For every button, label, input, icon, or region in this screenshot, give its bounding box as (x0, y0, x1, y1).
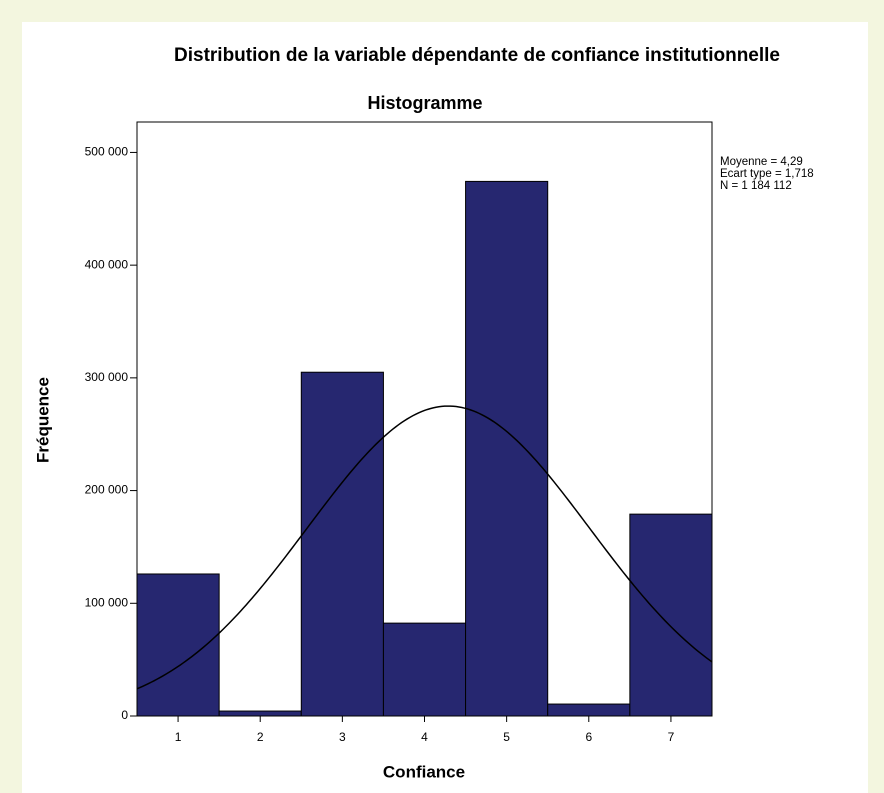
bar (300, 371, 384, 717)
normal-curve (136, 405, 713, 690)
y-tick-label: 100 000 (85, 595, 129, 609)
annotation: N = 1 184 112 (720, 180, 792, 192)
x-tick-label: 6 (585, 730, 592, 744)
y-tick-label: 200 000 (85, 483, 129, 497)
x-tick-label: 2 (257, 730, 264, 744)
bar (465, 180, 549, 717)
y-tick-label: 0 (121, 708, 128, 722)
bar (547, 703, 631, 717)
x-tick-label: 4 (421, 730, 428, 744)
bar (382, 622, 467, 717)
y-tick-label: 400 000 (85, 257, 129, 271)
bar (629, 513, 713, 717)
x-tick-label: 5 (503, 730, 510, 744)
y-axis-label: Fréquence (33, 377, 52, 463)
chart-title: Distribution de la variable dépendante d… (174, 45, 780, 66)
x-tick-label: 7 (668, 730, 675, 744)
x-tick-label: 3 (339, 730, 346, 744)
annotation: Moyenne = 4,29 (720, 156, 803, 168)
plot-frame (136, 121, 713, 717)
x-tick-label: 1 (175, 730, 182, 744)
annotation: Ecart type = 1,718 (720, 168, 814, 180)
y-tick-label: 500 000 (85, 145, 129, 159)
chart-subtitle: Histogramme (367, 93, 482, 113)
x-axis-label: Confiance (383, 762, 465, 781)
y-tick-label: 300 000 (85, 370, 129, 384)
bar (218, 710, 302, 717)
